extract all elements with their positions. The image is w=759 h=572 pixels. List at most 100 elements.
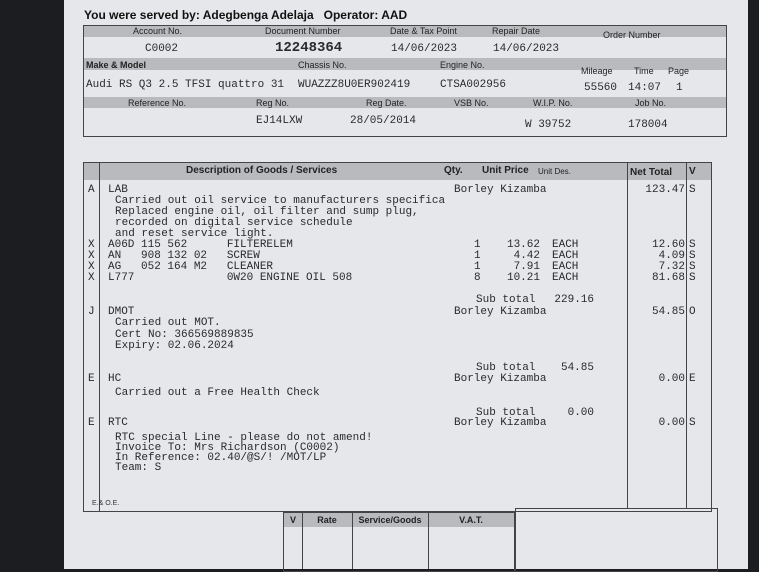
net-total: 4.09 [658, 250, 685, 262]
col-qty: Qty. [444, 165, 463, 176]
vat-code: S [689, 417, 696, 429]
subtotal-label: Sub total [476, 362, 536, 374]
vat-header-band [284, 513, 514, 527]
unit-price: 4.42 [513, 250, 540, 262]
line-code: E [88, 417, 95, 429]
label: Job No. [635, 98, 667, 108]
col-v: V [689, 166, 696, 177]
line-code: A [88, 184, 95, 196]
net-total: 7.32 [658, 261, 685, 273]
line-text: RTC [108, 417, 128, 429]
subtotal-value: 0.00 [567, 407, 594, 419]
divider [686, 163, 687, 508]
net-total: 12.60 [651, 239, 685, 251]
divider [514, 513, 515, 569]
header-band [84, 26, 726, 37]
value: W 39752 [525, 119, 572, 131]
lines-table [83, 162, 712, 512]
value: CTSA002956 [440, 79, 507, 91]
header-band [84, 97, 726, 108]
line-text: recorded on digital service schedule [115, 217, 353, 229]
value: EJ14LXW [256, 115, 303, 127]
line-text: A06D 115 562 FILTERELEM [108, 239, 293, 251]
invoice-paper [64, 0, 748, 569]
header-table [83, 25, 727, 137]
value: 14:07 [628, 82, 662, 94]
qty: 1 [474, 239, 481, 251]
line-text: LAB [108, 184, 128, 196]
unit-price: 10.21 [506, 272, 540, 284]
line-code: X [88, 239, 95, 251]
line-text: DMOT [108, 306, 135, 318]
label: VSB No. [454, 98, 489, 108]
net-total: 54.85 [651, 306, 685, 318]
label: Date & Tax Point [390, 26, 457, 36]
divider [352, 513, 353, 569]
col-net: Net Total [630, 167, 673, 178]
label: Chassis No. [298, 60, 347, 70]
technician: Borley Kizamba [454, 373, 547, 385]
line-text: L777 0W20 ENGINE OIL 508 [108, 272, 353, 284]
qty: 1 [474, 261, 481, 273]
value: 1 [676, 82, 683, 94]
operator: Operator: AAD [323, 8, 408, 22]
subtotal-label: Sub total [476, 407, 536, 419]
vat-code: S [689, 239, 696, 251]
value: 28/05/2014 [350, 115, 417, 127]
unit-des: EACH [552, 272, 579, 284]
value: Audi RS Q3 2.5 TFSI quattro 31 [86, 79, 285, 91]
line-text: HC [108, 373, 122, 385]
line-text: Team: S [115, 462, 162, 474]
label: Repair Date [492, 26, 541, 36]
line-code: X [88, 261, 95, 273]
vat-header: Service/Goods [358, 515, 422, 525]
vat-header: V.A.T. [459, 515, 483, 525]
vat-code: S [689, 272, 696, 284]
vat-code: O [689, 306, 696, 318]
net-total: 81.68 [651, 272, 685, 284]
value: 55560 [584, 82, 618, 94]
vat-code: S [689, 261, 696, 273]
totals-box [515, 508, 718, 572]
line-code: E [88, 373, 95, 385]
divider [302, 513, 303, 569]
unit-price: 7.91 [513, 261, 540, 273]
technician: Borley Kizamba [454, 184, 547, 196]
line-text: and reset service light. [115, 228, 274, 240]
divider [428, 513, 429, 569]
line-text: Cert No: 366569889835 [115, 329, 254, 341]
net-total: 0.00 [658, 417, 685, 429]
net-total: 123.47 [645, 184, 685, 196]
line-text: Invoice To: Mrs Richardson (C0002) [115, 442, 340, 454]
value: 12248364 [275, 40, 343, 56]
line-code: J [88, 306, 95, 318]
eoe: E.& O.E. [92, 500, 120, 507]
lines-header-band [84, 163, 711, 180]
served-by-line: You were served by: Adegbenga Adelaja Op… [84, 8, 407, 22]
line-text: Carried out a Free Health Check [115, 387, 320, 399]
label: Make & Model [86, 60, 147, 70]
label: Reg Date. [366, 98, 407, 108]
label: Time [634, 66, 654, 76]
line-text: AG 052 164 M2 CLEANER [108, 261, 274, 273]
value: 14/06/2023 [493, 43, 560, 55]
subtotal-value: 229.16 [554, 294, 594, 306]
value: 14/06/2023 [391, 43, 458, 55]
label: Document Number [265, 26, 341, 36]
unit-price: 13.62 [506, 239, 540, 251]
value: WUAZZZ8U0ER902419 [298, 79, 411, 91]
unit-des: EACH [552, 250, 579, 262]
line-text: In Reference: 02.40/@S/! /MOT/LP [115, 452, 327, 464]
divider [99, 163, 100, 511]
line-text: Carried out oil service to manufacturers… [115, 195, 446, 207]
served-by: You were served by: Adegbenga Adelaja [84, 8, 314, 22]
subtotal-label: Sub total [476, 294, 536, 306]
vat-code: E [689, 373, 696, 385]
vat-header: V [289, 515, 296, 525]
qty: 1 [474, 250, 481, 262]
label: Account No. [133, 26, 183, 36]
col-unit-des: Unit Des. [538, 167, 571, 176]
label: Mileage [581, 66, 613, 76]
label: W.I.P. No. [533, 98, 573, 108]
col-unit-price: Unit Price [482, 165, 529, 176]
